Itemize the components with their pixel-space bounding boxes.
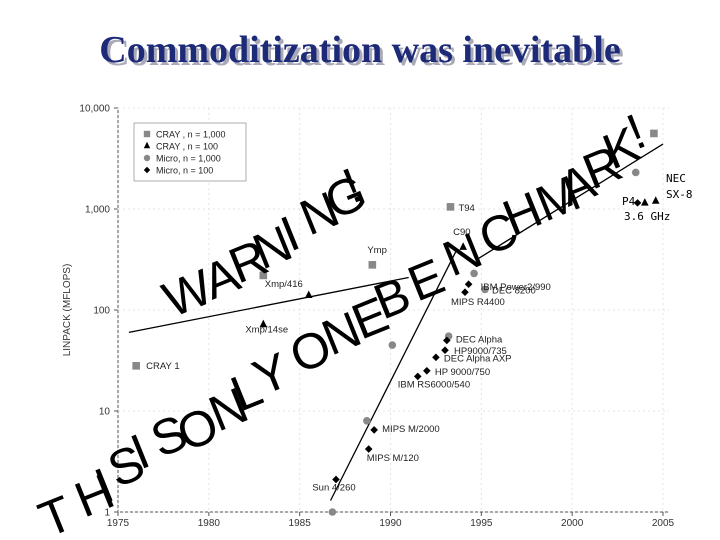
- data-points: CRAY 1 Ymp T94 Xmp/14se Xmp/416 C90 NEC SX-8 DEC…: [132, 129, 693, 516]
- triangle-marker: [259, 319, 268, 328]
- y-tick-label: 1: [104, 508, 110, 519]
- triangle-marker: [459, 242, 467, 250]
- point-label: T94: [458, 203, 474, 214]
- circle-marker: [143, 154, 151, 162]
- point-label: IBM Power2/990: [481, 282, 551, 293]
- square-marker: [259, 271, 268, 280]
- circle-marker: [470, 269, 478, 278]
- triangle-marker: [143, 141, 151, 149]
- x-tick-label: 2005: [652, 518, 675, 529]
- point-label: CRAY 1: [146, 361, 179, 372]
- triangle-marker: [641, 198, 649, 206]
- x-tick-label: 1975: [107, 518, 130, 529]
- point-label: Sun 4/260: [312, 482, 355, 493]
- diamond-marker: [143, 166, 151, 174]
- point-label: C90: [453, 227, 470, 238]
- x-tick-label: 1990: [379, 518, 402, 529]
- point-label: P4: [622, 195, 636, 208]
- diamond-marker: [461, 288, 469, 297]
- legend-box: [133, 122, 247, 182]
- square-marker: [650, 129, 658, 138]
- diamond-marker: [423, 367, 431, 375]
- diamond-marker: [441, 346, 449, 354]
- diamond-marker: [633, 199, 642, 207]
- diamond-marker: [443, 336, 451, 345]
- diamond-marker: [413, 372, 422, 381]
- x-tick-label: 1985: [289, 518, 312, 529]
- circle-marker: [328, 508, 337, 516]
- square-marker: [143, 130, 151, 138]
- circle-marker: [363, 416, 371, 425]
- triangle-marker: [304, 290, 313, 299]
- square-marker: [446, 203, 455, 211]
- diamond-marker: [432, 353, 440, 362]
- point-label: MIPS R4400: [451, 297, 505, 308]
- diamond-marker: [370, 426, 378, 434]
- trend-line: [329, 251, 457, 501]
- point-label: DEC 8200: [492, 285, 536, 296]
- point-label: Xmp/416: [265, 279, 303, 290]
- circle-marker: [631, 168, 640, 177]
- legend-entry: Micro, n = 1,000: [156, 154, 221, 164]
- point-label: Ymp: [367, 245, 387, 256]
- legend-entry: Micro, n = 100: [156, 166, 213, 176]
- square-marker: [132, 362, 140, 370]
- point-label: HP9000/735: [454, 346, 507, 357]
- square-marker: [368, 261, 377, 269]
- y-axis-title: LINPACK (MFLOPS): [62, 264, 73, 357]
- chart-legend: CRAY , n = 1,000 CRAY , n = 100 Micro, n =…: [133, 122, 247, 182]
- legend-entry: CRAY , n = 100: [156, 142, 218, 152]
- legend-entry: CRAY , n = 1,000: [156, 130, 225, 140]
- point-label: MIPS M/2000: [382, 424, 440, 435]
- point-label: DEC Alpha: [456, 334, 503, 345]
- diamond-marker: [332, 475, 340, 484]
- point-label: HP 9000/750: [435, 367, 490, 378]
- point-label: 3.6 GHz: [624, 210, 670, 223]
- point-label: SX-8: [666, 188, 693, 201]
- circle-marker: [481, 285, 489, 294]
- x-tick-label: 2000: [561, 518, 584, 529]
- chart-axes: 1 10 100 1,000 10,000 1975 1980 1985 1990 1995 200…: [62, 104, 675, 530]
- point-label: IBM RS6000/540: [398, 379, 470, 390]
- point-label: Xmp/14se: [245, 324, 288, 335]
- trend-lines: [128, 143, 664, 501]
- trend-line: [128, 276, 409, 334]
- triangle-marker: [651, 196, 660, 204]
- point-label: DEC Alpha AXP: [444, 353, 512, 364]
- y-tick-label: 100: [93, 306, 110, 317]
- diamond-marker: [464, 280, 473, 289]
- y-tick-label: 10,000: [79, 104, 110, 115]
- x-tick-label: 1995: [470, 518, 493, 529]
- y-tick-label: 1,000: [85, 205, 110, 216]
- circle-marker: [388, 341, 397, 349]
- y-tick-label: 10: [99, 407, 111, 418]
- point-label: NEC: [666, 172, 686, 185]
- diamond-marker: [364, 445, 373, 453]
- slide-title: Commoditization was inevitable: [99, 29, 621, 71]
- trend-line: [477, 143, 664, 260]
- point-label: MIPS M/120: [367, 453, 419, 464]
- x-tick-label: 1980: [198, 518, 221, 529]
